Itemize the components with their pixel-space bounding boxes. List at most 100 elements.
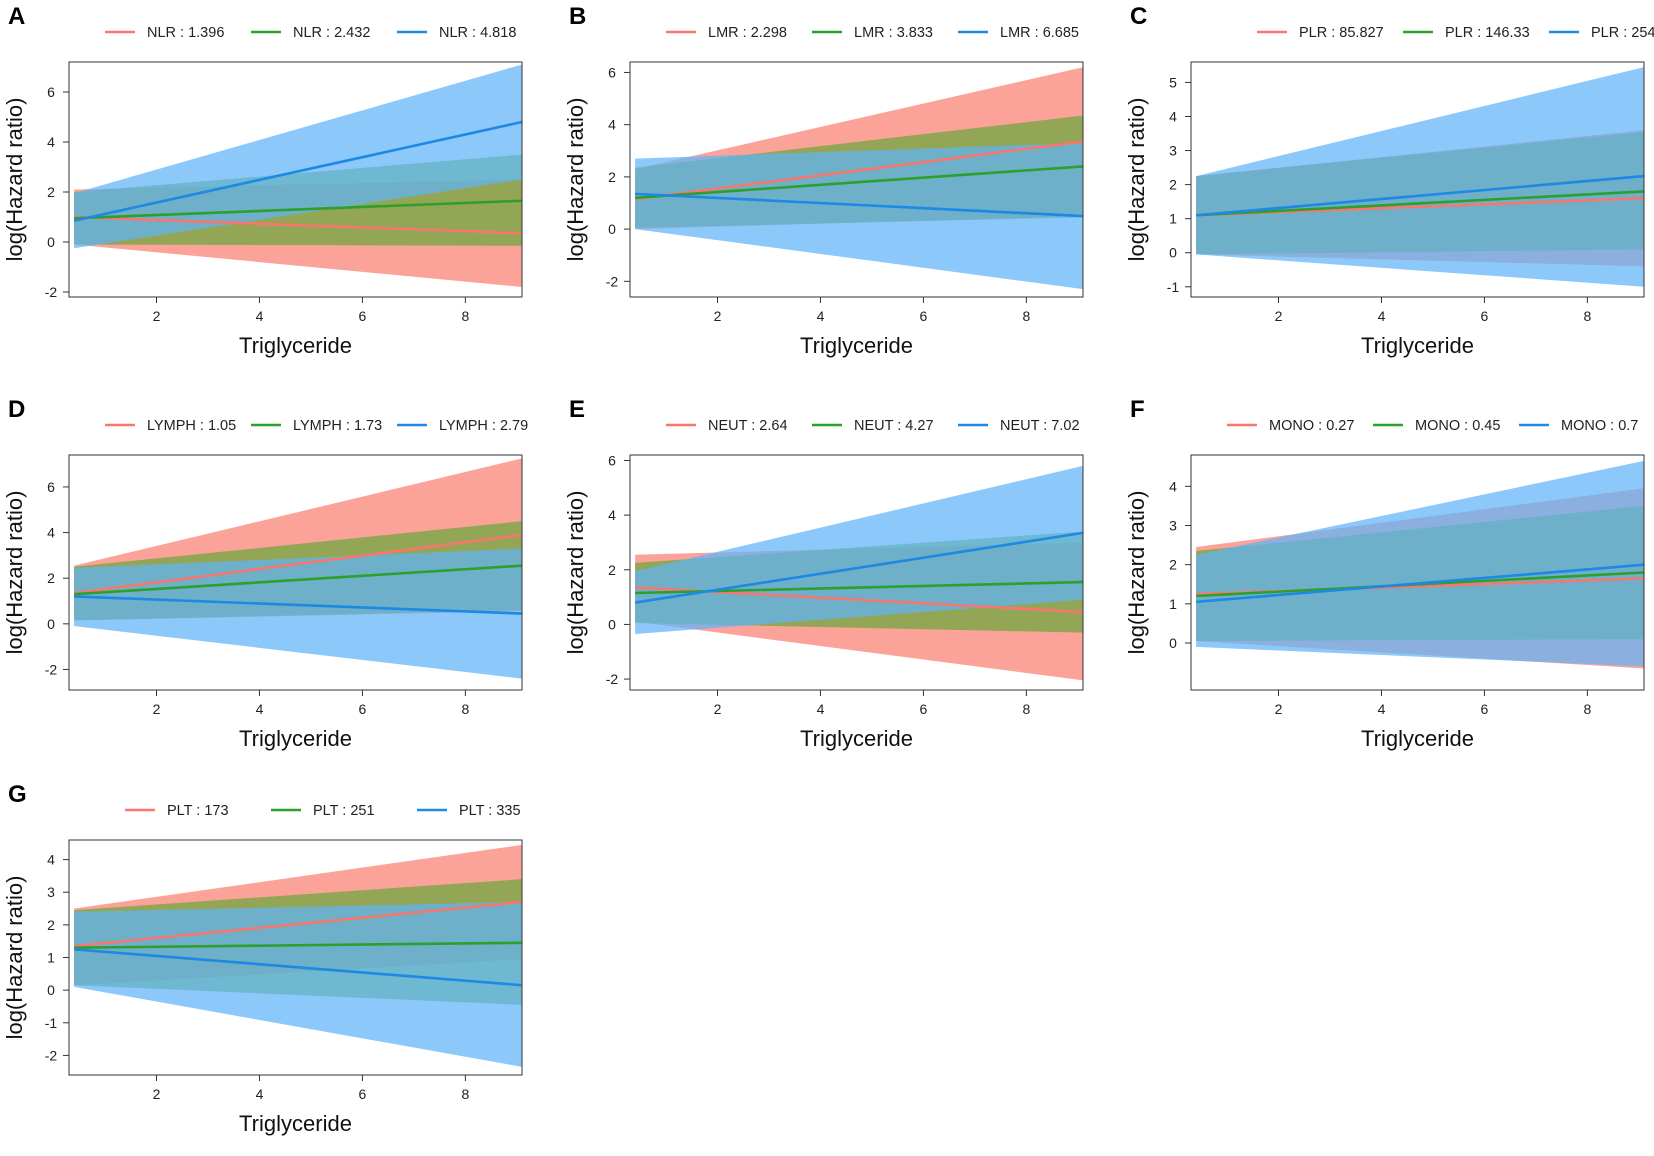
y-axis-label: log(Hazard ratio) (2, 491, 27, 655)
legend: NEUT : 2.64 NEUT : 4.27 NEUT : 7.02 (666, 418, 1080, 434)
y-tick-label: 3 (1169, 518, 1177, 534)
fit-line-blue (634, 531, 1084, 604)
fit-line-blue (635, 192, 1084, 218)
x-tick-label: 4 (817, 701, 825, 717)
y-tick-label: 6 (608, 64, 616, 80)
x-tick-label: 4 (817, 308, 825, 324)
panel-letter: B (569, 3, 586, 30)
x-tick-label: 8 (1022, 701, 1030, 717)
y-tick-label: 0 (1169, 635, 1177, 651)
legend: LMR : 2.298 LMR : 3.833 LMR : 6.685 (666, 25, 1079, 41)
legend-entry: NLR : 1.396 (147, 25, 224, 41)
y-axis-label: log(Hazard ratio) (2, 876, 27, 1040)
legend-entry: NEUT : 2.64 (708, 418, 788, 434)
y-tick-label: 4 (47, 525, 55, 541)
y-tick-label: 4 (608, 117, 616, 133)
y-tick-label: 2 (47, 917, 55, 933)
plot-frame (1190, 454, 1645, 691)
legend-entry: LYMPH : 1.73 (293, 418, 382, 434)
x-tick-label: 6 (359, 701, 367, 717)
legend: NLR : 1.396 NLR : 2.432 NLR : 4.818 (105, 25, 516, 41)
y-tick-label: 6 (47, 84, 55, 100)
y-tick-label: 0 (47, 234, 55, 250)
y-tick-label: -1 (45, 1015, 58, 1031)
legend-entry: PLT : 335 (459, 803, 521, 819)
y-tick-label: 2 (47, 570, 55, 586)
y-tick-label: 4 (47, 134, 55, 150)
panel-letter: A (8, 3, 25, 30)
y-tick-label: 4 (1169, 108, 1177, 124)
fit-line-red (74, 900, 523, 948)
ci-band-blue (635, 465, 1083, 634)
y-tick-label: 0 (47, 982, 55, 998)
y-tick-label: 3 (1169, 143, 1177, 159)
x-tick-label: 2 (714, 308, 722, 324)
panel-d: D LYMPH : 1.05 LYMPH : 1.73 LYMPH : 2.79 2 4 6… (2, 396, 528, 751)
y-tick-label: 0 (608, 221, 616, 237)
x-tick-label: 2 (153, 1086, 161, 1102)
fit-line-blue (1196, 174, 1645, 217)
panel-letter: D (8, 396, 25, 423)
y-tick-label: 2 (608, 169, 616, 185)
y-axis-label: log(Hazard ratio) (563, 98, 588, 262)
y-tick-label: -2 (45, 1047, 58, 1063)
panel-letter: G (8, 781, 27, 808)
x-tick-label: 6 (359, 308, 367, 324)
x-axis-label: Triglyceride (239, 1111, 352, 1136)
fit-line-green (74, 564, 523, 596)
x-tick-label: 4 (1378, 701, 1386, 717)
ci-band-blue (74, 548, 522, 679)
x-axis-label: Triglyceride (1361, 333, 1474, 358)
ci-band-blue (1196, 67, 1644, 287)
legend-entry: MONO : 0.27 (1269, 418, 1354, 434)
x-tick-label: 8 (461, 308, 469, 324)
x-tick-label: 4 (256, 308, 264, 324)
legend-entry: LMR : 2.298 (708, 25, 787, 41)
ci-band-blue (1196, 460, 1644, 667)
fit-line-blue (74, 948, 523, 987)
ci-band-blue (635, 142, 1083, 290)
y-axis-label: log(Hazard ratio) (563, 491, 588, 655)
legend-entry: PLT : 173 (167, 803, 229, 819)
fit-line-green (74, 941, 523, 950)
plot-frame (68, 61, 523, 298)
y-tick-label: 0 (47, 616, 55, 632)
fit-line-red (634, 140, 1084, 201)
y-tick-label: 1 (1169, 211, 1177, 227)
plot-frame (629, 454, 1084, 691)
legend-entry: LYMPH : 2.79 (439, 418, 528, 434)
x-tick-label: 4 (1378, 308, 1386, 324)
x-tick-label: 2 (1275, 701, 1283, 717)
x-tick-label: 8 (461, 701, 469, 717)
legend-entry: LMR : 3.833 (854, 25, 933, 41)
legend-entry: PLR : 85.827 (1299, 25, 1384, 41)
x-tick-label: 2 (153, 701, 161, 717)
legend-entry: NEUT : 7.02 (1000, 418, 1080, 434)
x-tick-label: 6 (359, 1086, 367, 1102)
panel-letter: E (569, 396, 585, 423)
fit-line-green (1196, 190, 1645, 217)
x-axis-label: Triglyceride (800, 726, 913, 751)
y-tick-label: 2 (47, 184, 55, 200)
x-tick-label: 6 (920, 701, 928, 717)
ci-band-blue (74, 64, 522, 249)
x-tick-label: 8 (1022, 308, 1030, 324)
y-axis-label: log(Hazard ratio) (1124, 491, 1149, 655)
fit-line-green (635, 165, 1084, 200)
y-tick-label: 3 (47, 884, 55, 900)
x-tick-label: 6 (920, 308, 928, 324)
y-tick-label: 0 (1169, 245, 1177, 261)
y-tick-label: -2 (45, 661, 58, 677)
panel-letter: C (1130, 3, 1147, 30)
fit-line-red (74, 215, 523, 235)
x-tick-label: 8 (1583, 308, 1591, 324)
fit-line-blue (1196, 563, 1645, 604)
y-tick-label: 2 (1169, 177, 1177, 193)
y-tick-label: -1 (1167, 279, 1180, 295)
plot-frame (68, 454, 523, 691)
y-tick-label: -2 (606, 671, 619, 687)
x-axis-label: Triglyceride (800, 333, 913, 358)
panel-g: G PLT : 173 PLT : 251 PLT : 335 2 4 6 8 -2 -1 0 1 2 3… (2, 781, 523, 1136)
x-tick-label: 6 (1481, 308, 1489, 324)
